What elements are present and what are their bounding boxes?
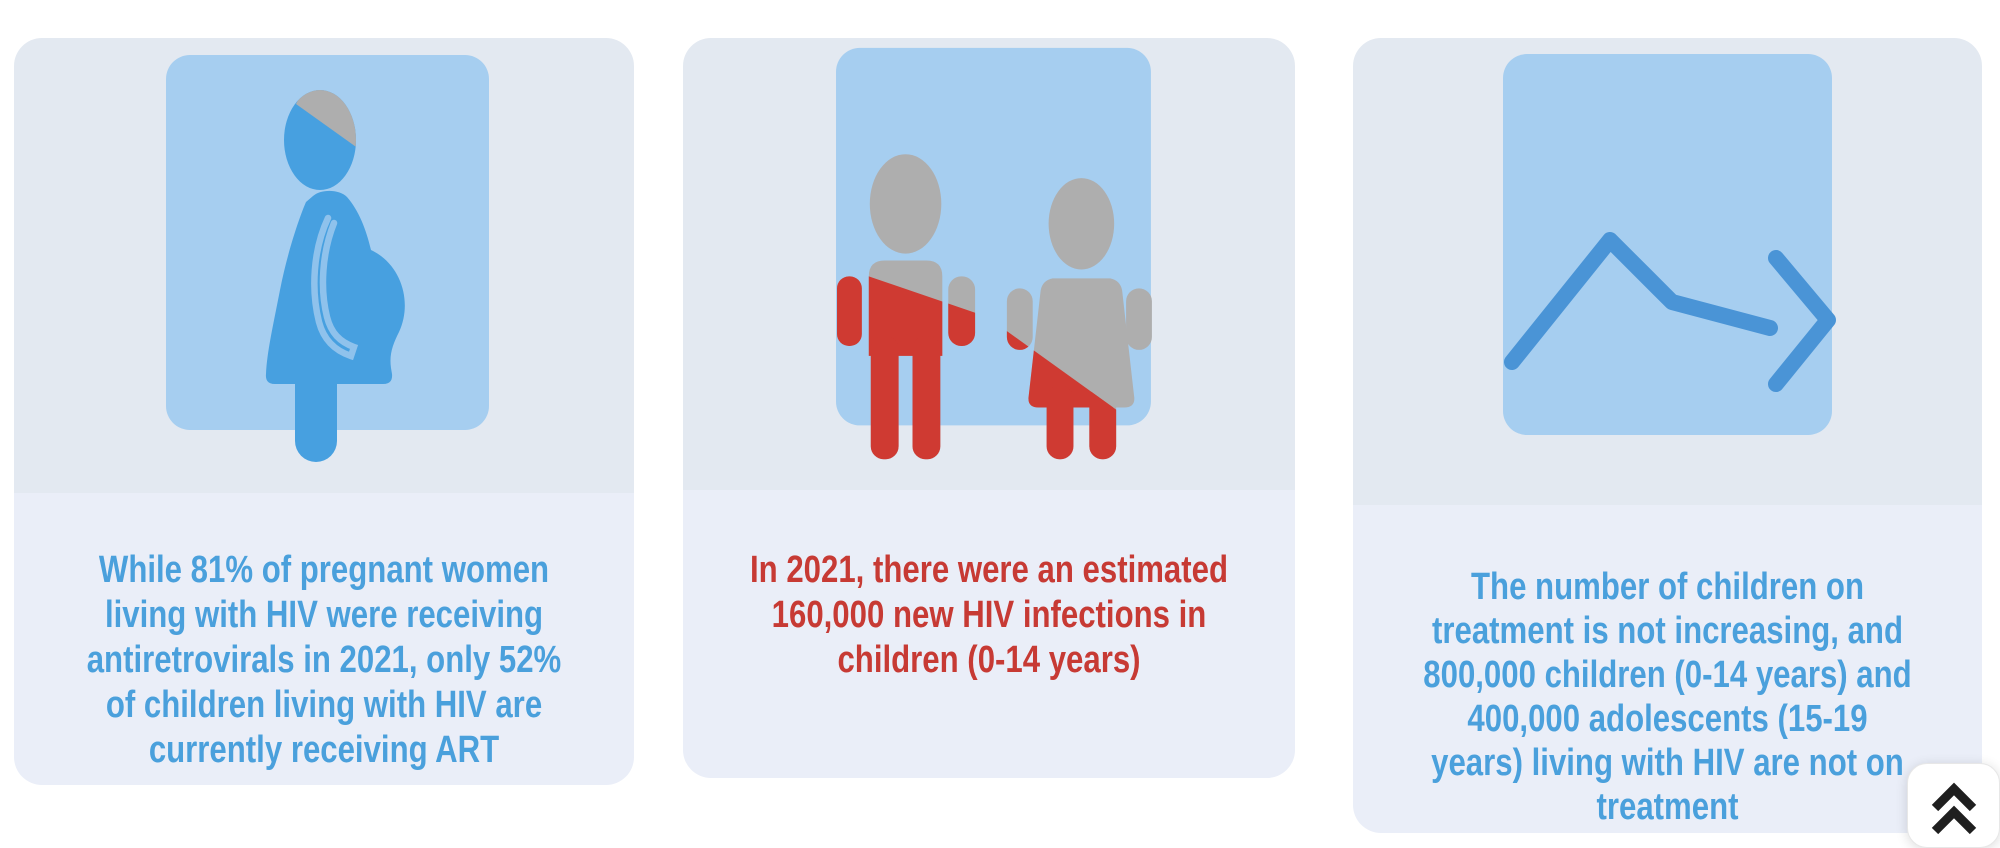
stat-text: In 2021, there were an estimated 160,000…: [749, 549, 1229, 681]
stat-text: The number of children on treatment is n…: [1423, 566, 1912, 828]
icon-panel: [1503, 54, 1832, 435]
card-text-area: While 81% of pregnant women living with …: [14, 493, 634, 785]
arm-outline: [311, 214, 359, 361]
pregnant-woman-figure: [265, 90, 405, 462]
trend-line-arrow: [1504, 232, 1836, 392]
card-icon-area: [14, 38, 634, 493]
card-icon-area: [683, 38, 1295, 490]
trend-arrow-icon: [1503, 54, 1836, 435]
dress-body: [265, 190, 405, 384]
scroll-to-top-button[interactable]: [1907, 763, 2000, 848]
stat-card-new-child-infections: In 2021, there were an estimated 160,000…: [683, 38, 1295, 778]
card-icon-area: [1353, 38, 1982, 505]
stat-text: While 81% of pregnant women living with …: [86, 549, 562, 771]
double-chevron-up-icon: [1931, 782, 1976, 834]
card-text-area: The number of children on treatment is n…: [1353, 505, 1982, 833]
two-children-icon: [836, 47, 1152, 460]
stat-card-pregnant-women-art: While 81% of pregnant women living with …: [14, 38, 634, 785]
card-text-area: In 2021, there were an estimated 160,000…: [683, 490, 1295, 778]
pregnant-woman-icon: [166, 55, 489, 462]
stat-card-treatment-gap: The number of children on treatment is n…: [1353, 38, 1982, 833]
